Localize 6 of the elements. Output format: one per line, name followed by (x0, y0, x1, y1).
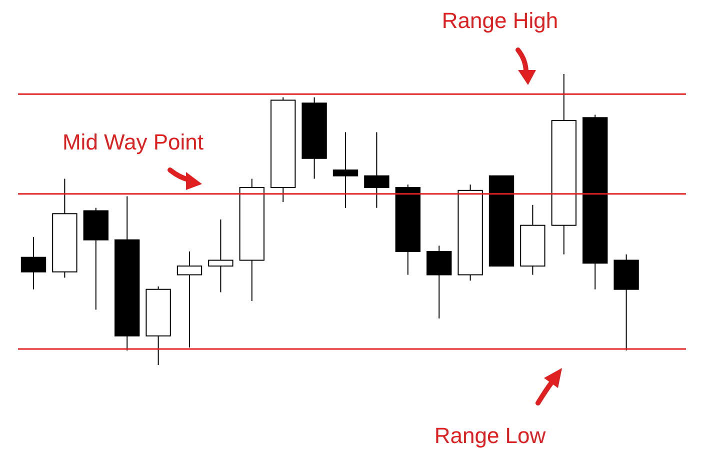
legend-label: Range Low (434, 422, 546, 448)
ref-line-label: Mid Way Point (62, 130, 204, 155)
candlestick (208, 219, 234, 293)
candlestick (176, 251, 202, 348)
candlestick (332, 132, 358, 208)
ref-line-label: Range High (442, 8, 558, 33)
